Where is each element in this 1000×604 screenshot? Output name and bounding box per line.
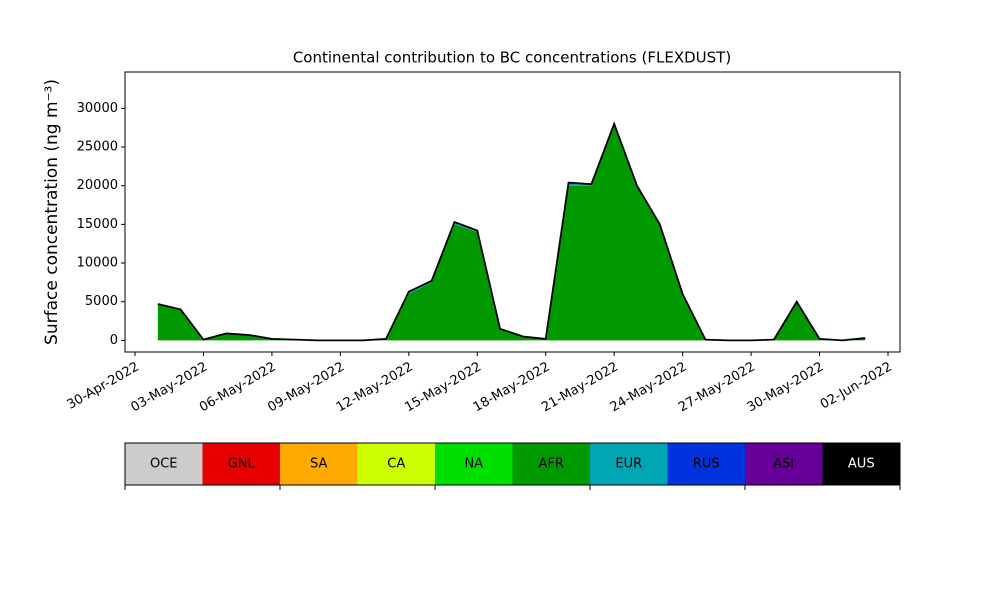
legend-label: CA <box>387 457 405 472</box>
area <box>157 123 866 341</box>
x-tick-label: 03-May-2022 <box>129 360 211 416</box>
area <box>157 123 866 341</box>
x-tick-label: 06-May-2022 <box>197 360 279 416</box>
area <box>157 123 866 341</box>
legend-swatch <box>745 443 823 485</box>
area <box>157 123 866 341</box>
legend-label: EUR <box>615 457 642 472</box>
y-tick-label: 25000 <box>77 140 118 155</box>
legend-label: RUS <box>693 457 720 472</box>
legend-swatch <box>280 443 358 485</box>
y-axis-label: Surface concentration (ng m⁻³) <box>42 79 62 345</box>
legend-swatch <box>667 443 745 485</box>
legend-swatch <box>435 443 513 485</box>
legend-swatch <box>590 443 668 485</box>
y-tick-label: 15000 <box>77 217 118 232</box>
x-tick-label: 09-May-2022 <box>265 360 347 416</box>
legend-label: AFR <box>539 457 564 472</box>
y-tick-label: 0 <box>110 333 118 348</box>
legend-label: SA <box>310 457 327 472</box>
legend-swatch <box>512 443 590 485</box>
y-tick-label: 30000 <box>77 101 118 116</box>
x-tick-label: 02-Jun-2022 <box>818 360 895 413</box>
x-tick-label: 18-May-2022 <box>471 360 553 416</box>
x-tick-label: 24-May-2022 <box>608 360 690 416</box>
legend-label: OCE <box>150 457 178 472</box>
total-outline <box>157 121 866 342</box>
legend-label: GNL <box>228 457 256 472</box>
x-tick-label: 27-May-2022 <box>676 360 758 416</box>
legend-label: AUS <box>848 457 875 472</box>
x-tick-label: 12-May-2022 <box>334 360 416 416</box>
legend-swatch <box>357 443 435 485</box>
legend-swatch <box>822 443 900 485</box>
y-tick-label: 20000 <box>77 178 118 193</box>
y-tick-label: 10000 <box>77 256 118 271</box>
legend-label: ASI <box>773 457 794 472</box>
x-tick-label: 30-May-2022 <box>745 360 827 416</box>
x-tick-label: 21-May-2022 <box>539 360 621 416</box>
legend-swatch <box>125 443 203 485</box>
x-tick-label: 15-May-2022 <box>402 360 484 416</box>
legend-frame <box>124 442 901 486</box>
legend-label: NA <box>464 457 483 472</box>
area <box>157 123 866 341</box>
legend-swatch <box>202 443 280 485</box>
y-tick-label: 5000 <box>85 294 118 309</box>
chart-title: Continental contribution to BC concentra… <box>293 49 731 67</box>
plot-frame <box>124 71 901 353</box>
